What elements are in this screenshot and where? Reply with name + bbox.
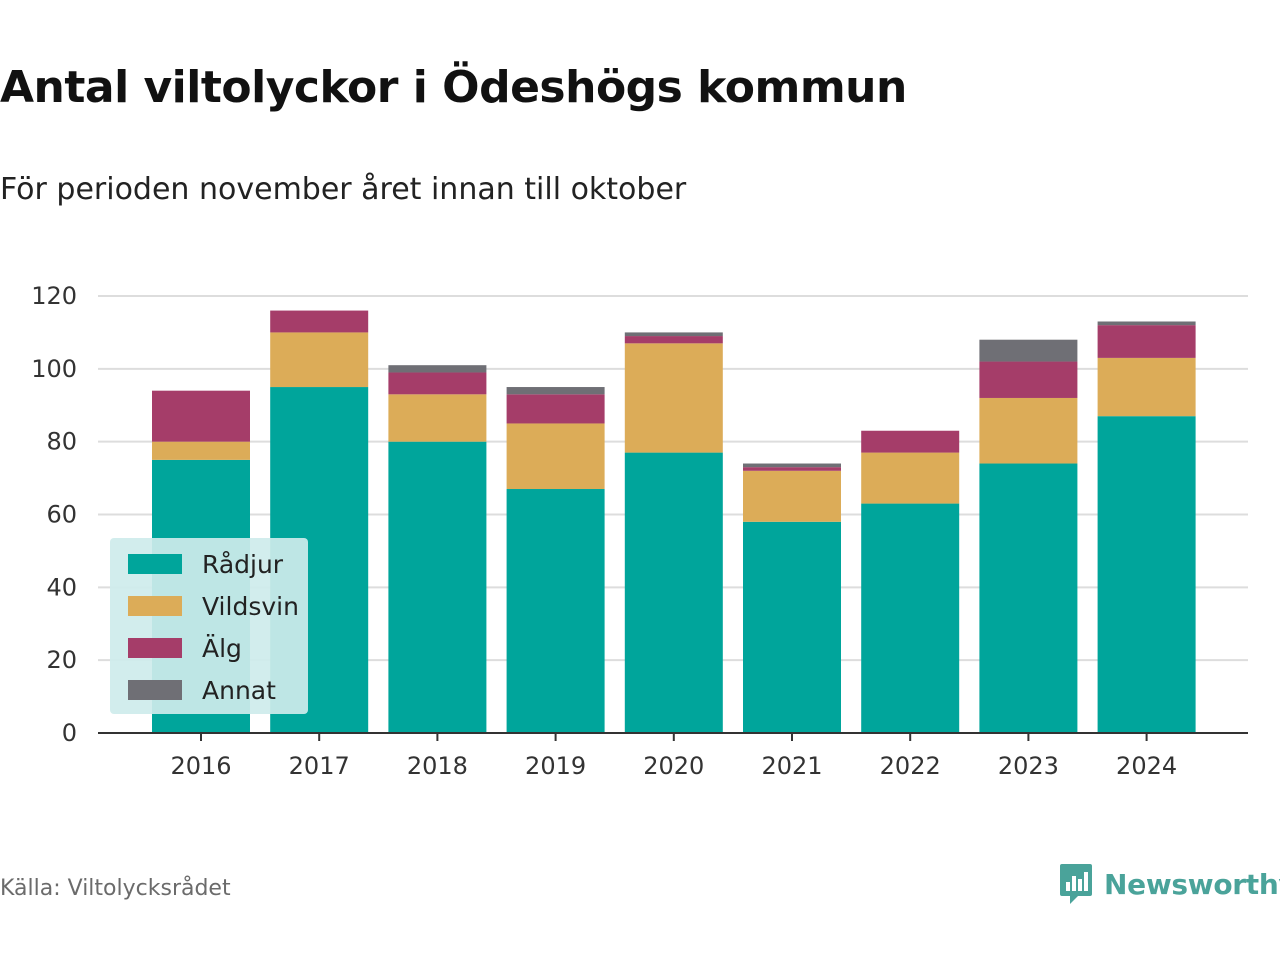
bar-segment [979,339,1078,362]
newsworthy-logo: Newsworthy [1058,862,1280,906]
bar-segment [152,441,250,460]
y-tick-label: 20 [46,646,77,674]
legend-item: Rådjur [128,546,283,582]
bar-segment [861,452,960,504]
bar-segment [388,365,487,373]
bar-segment [388,441,487,733]
x-tick-label: 2022 [880,752,941,780]
x-tick-label: 2023 [998,752,1059,780]
bar-segment [1097,357,1196,417]
chart-subtitle: För perioden november året innan till ok… [0,172,687,207]
bar-segment [743,470,841,522]
legend-label: Vildsvin [202,591,299,621]
bar-chart-speech-icon [1060,864,1092,904]
legend-label: Älg [202,633,242,663]
x-tick-labels: 2016 2017 2018 2019 2020 2021 2022 2023 2024 [170,733,1177,780]
bar-segment [388,394,487,442]
y-tick-label: 60 [46,501,77,529]
legend-label: Rådjur [202,549,284,579]
x-tick-label: 2024 [1116,752,1177,780]
legend-item: Annat [128,672,276,708]
y-tick-label: 120 [31,282,77,310]
x-tick-label: 2018 [407,752,468,780]
bar-segment [979,397,1078,464]
x-tick-label: 2019 [525,752,586,780]
bar-segment [506,394,605,424]
bar-segment [979,361,1078,398]
y-tick-label: 40 [46,573,77,601]
legend-swatch [128,638,182,658]
x-tick-label: 2017 [289,752,350,780]
bar-segment [1097,321,1196,326]
bar-segment [743,467,841,471]
bar-segment [743,521,841,733]
bar-segment [388,372,487,395]
legend: Rådjur Vildsvin Älg Annat [110,538,308,714]
bar-segment [506,489,605,733]
legend-label: Annat [202,675,276,705]
legend-swatch [128,680,182,700]
bar-segment [270,310,369,333]
legend-item: Älg [128,630,242,666]
x-tick-label: 2016 [170,752,231,780]
bar-segment [743,463,841,468]
bar-segment [1097,416,1196,733]
brand-name: Newsworthy [1104,867,1280,901]
bar-segment [506,387,605,395]
source-note: Källa: Viltolycksrådet [0,876,231,901]
y-tick-label: 100 [31,355,77,383]
bar-segment [506,423,605,490]
x-tick-label: 2020 [643,752,704,780]
y-tick-labels: 0 20 40 60 80 100 120 [31,282,77,747]
legend-swatch [128,554,182,574]
bar-segment [624,343,723,453]
bar-segment [624,452,723,733]
bar-segment [861,430,960,453]
bars [152,310,1196,733]
legend-item: Vildsvin [128,588,299,624]
bar-segment [1097,325,1196,358]
y-tick-label: 0 [62,719,77,747]
bar-segment [624,336,723,344]
chart-title: Antal viltolyckor i Ödeshögs kommun [0,62,907,113]
x-tick-label: 2021 [761,752,822,780]
bar-segment [624,332,723,337]
bar-segment [152,390,250,442]
bar-segment [979,463,1078,733]
y-tick-label: 80 [46,428,77,456]
legend-swatch [128,596,182,616]
bar-segment [861,503,960,733]
bar-segment [270,332,369,388]
